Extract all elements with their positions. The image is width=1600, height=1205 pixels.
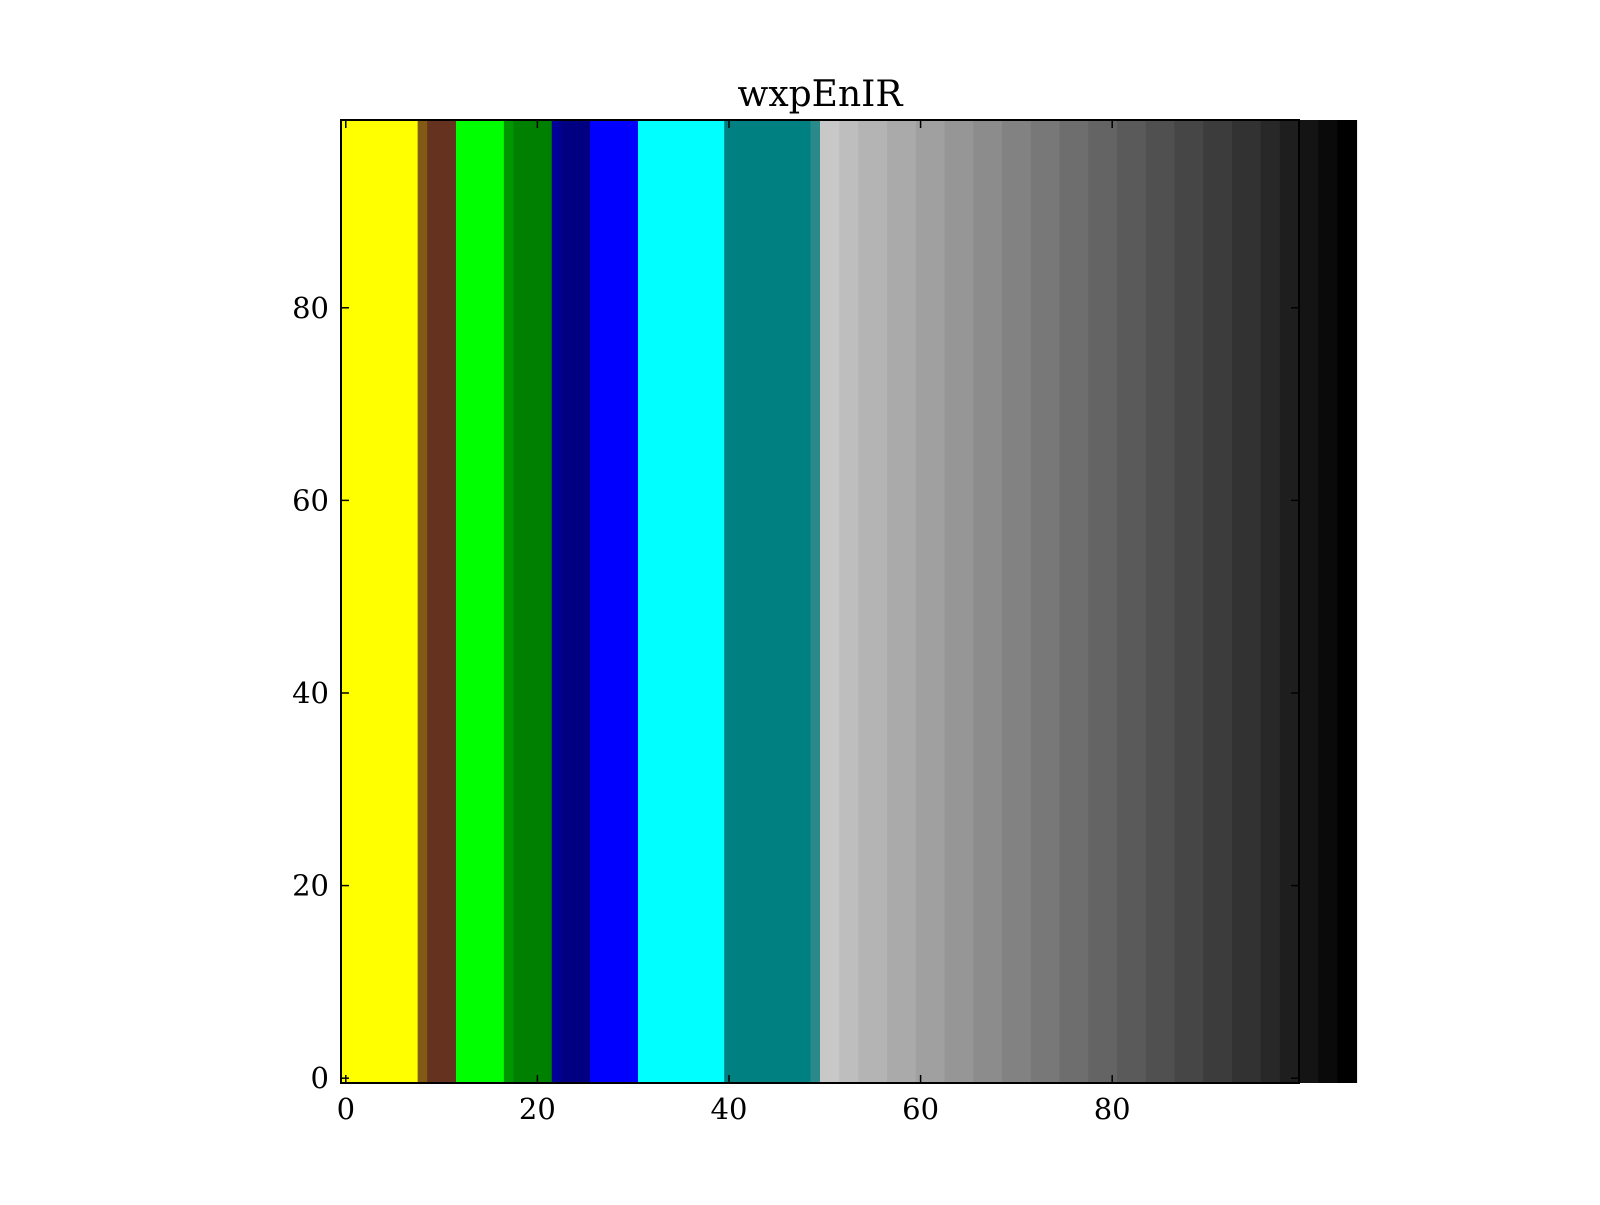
heatmap-band [455,120,505,1083]
heatmap-band [1299,120,1319,1083]
y-tick-label: 0 [311,1061,329,1095]
heatmap-band [858,120,888,1083]
heatmap-band [561,120,591,1083]
x-tick-label: 80 [1094,1092,1131,1126]
heatmap-band [1174,120,1204,1083]
heatmap-band [417,120,428,1083]
heatmap-band [1145,120,1176,1083]
heatmap-band [341,120,419,1083]
heatmap-band [973,120,1003,1083]
heatmap-band [503,120,515,1083]
heatmap-band [1337,120,1358,1083]
axis-ticks: 0 20 40 60 80 0 20 40 60 80 [292,120,1299,1126]
heatmap-band [1279,120,1300,1083]
heatmap-band [513,120,553,1083]
heatmap-band [887,120,917,1083]
heatmap-band [637,120,725,1083]
heatmap-band [724,120,812,1083]
heatmap-band [1318,120,1338,1083]
heatmap-band [839,120,859,1083]
x-tick-label: 20 [519,1092,556,1126]
y-tick-label: 20 [292,869,329,903]
heatmap-band [820,120,840,1083]
heatmap-band [915,120,946,1083]
heatmap-band [1088,120,1118,1083]
y-tick-label: 80 [292,291,329,325]
x-tick-label: 0 [337,1092,355,1126]
heatmap-band [1203,120,1233,1083]
y-tick-label: 40 [292,676,329,710]
heatmap-band [427,120,457,1083]
plot-frame [340,119,1300,1084]
heatmap-band [1260,120,1281,1083]
heatmap-band [1030,120,1061,1083]
heatmap-band [810,120,821,1083]
heatmap-band [1231,120,1262,1083]
heatmap-cells [341,120,1358,1083]
chart-title: wxpEnIR [738,74,904,115]
x-tick-label: 40 [711,1092,748,1126]
y-tick-label: 60 [292,483,329,517]
x-tick-label: 60 [902,1092,939,1126]
heatmap-band [1116,120,1147,1083]
heatmap-band [590,120,639,1083]
heatmap-band [944,120,974,1083]
heatmap-band [1059,120,1089,1083]
heatmap-band [551,120,562,1083]
heatmap-band [1002,120,1032,1083]
